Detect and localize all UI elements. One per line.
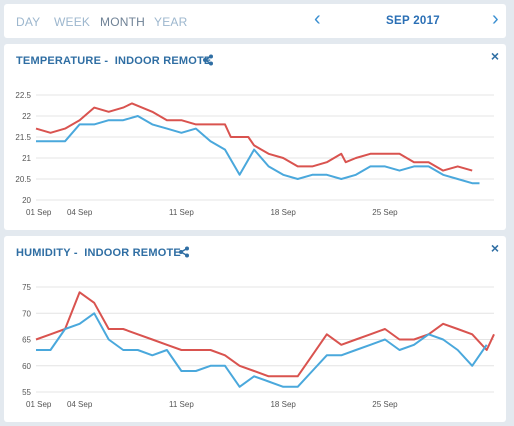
series-line-blue <box>36 312 488 388</box>
x-tick-label: 18 Sep <box>270 208 296 217</box>
humidity-title: HUMIDITY - INDOOR REMOTE <box>16 247 181 259</box>
x-tick-label: 04 Sep <box>67 208 93 217</box>
close-humidity-button[interactable]: × <box>490 240 499 256</box>
series-line-blue <box>36 115 480 185</box>
x-tick-label: 04 Sep <box>67 400 93 409</box>
temperature-chart: 20 20.5 21 21.5 22 22.5 01 Sep 04 Sep 11 Sep 18 S… <box>15 91 494 217</box>
y-tick-label: 22 <box>22 112 31 121</box>
y-tick-label: 20.5 <box>15 175 31 184</box>
share-icon[interactable] <box>202 54 214 66</box>
series-line-red <box>35 291 495 378</box>
tab-week[interactable]: WEEK <box>54 15 91 29</box>
x-tick-label: 11 Sep <box>169 208 194 217</box>
y-tick-label: 21 <box>22 154 31 163</box>
chevron-right-icon[interactable]: › <box>492 8 499 30</box>
humidity-chart: 55 60 65 70 75 01 Sep 04 Sep 11 Sep 18 Sep 25 Sep <box>22 283 495 409</box>
y-tick-label: 75 <box>22 283 31 292</box>
x-tick-label: 18 Sep <box>270 400 296 409</box>
tab-year[interactable]: YEAR <box>154 15 188 29</box>
x-tick-label: 25 Sep <box>372 208 398 217</box>
humidity-panel: HUMIDITY - INDOOR REMOTE × 55 60 65 70 75 01 … <box>4 236 506 422</box>
y-tick-label: 22.5 <box>15 91 31 100</box>
tab-day[interactable]: DAY <box>16 15 41 29</box>
period-label: SEP 2017 <box>386 15 440 27</box>
tab-month[interactable]: MONTH <box>100 15 145 29</box>
y-tick-label: 70 <box>22 309 31 318</box>
temperature-title: TEMPERATURE - INDOOR REMOTE <box>16 55 212 67</box>
x-tick-label: 25 Sep <box>372 400 398 409</box>
y-tick-label: 60 <box>22 362 31 371</box>
period-toolbar: DAY WEEK MONTH YEAR ‹ SEP 2017 › <box>4 4 506 38</box>
close-temperature-button[interactable]: × <box>490 48 499 64</box>
x-tick-label: 01 Sep <box>26 400 52 409</box>
share-icon[interactable] <box>178 246 190 258</box>
chevron-left-icon[interactable]: ‹ <box>314 8 321 30</box>
x-tick-label: 11 Sep <box>169 400 194 409</box>
temperature-panel: TEMPERATURE - INDOOR REMOTE × 20 20.5 21 21… <box>4 44 506 230</box>
y-tick-label: 21.5 <box>15 133 31 142</box>
series-line-red <box>35 102 473 172</box>
x-tick-label: 01 Sep <box>26 208 52 217</box>
y-tick-label: 20 <box>22 196 31 205</box>
y-tick-label: 65 <box>22 336 31 345</box>
y-tick-label: 55 <box>22 388 31 397</box>
